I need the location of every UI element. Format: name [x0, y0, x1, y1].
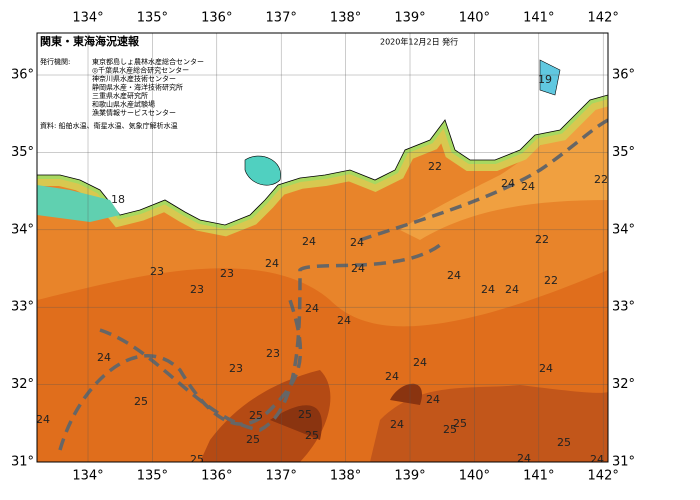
cool-zone — [400, 85, 608, 240]
lon-label: 138° — [330, 469, 361, 484]
lon-label: 142° — [588, 469, 619, 484]
temperature-label: 24 — [302, 235, 316, 248]
temperature-label: 24 — [97, 351, 111, 364]
temperature-label: 24 — [517, 452, 531, 465]
lat-label: 34° — [11, 222, 34, 237]
lat-label: 32° — [11, 377, 34, 392]
temperature-label: 23 — [266, 347, 280, 360]
publisher: 静岡県水産・海洋技術研究所 — [92, 83, 183, 92]
lon-label: 141° — [523, 469, 554, 484]
bay — [539, 59, 561, 96]
temperature-labels: 19 18 22 24 24 22 24 24 22 24 24 24 22 23 23 24 24 23 24 24… — [36, 73, 608, 466]
lon-label: 135° — [137, 469, 168, 484]
temperature-label: 24 — [265, 257, 279, 270]
lon-label: 134° — [72, 469, 103, 484]
temperature-label: 24 — [501, 177, 515, 190]
warm-core — [270, 383, 423, 440]
temperature-label: 24 — [390, 418, 404, 431]
temperature-label: 23 — [220, 267, 234, 280]
temperature-label: 25 — [305, 429, 319, 442]
temperature-label: 24 — [426, 393, 440, 406]
temperature-label: 24 — [539, 362, 553, 375]
publishers: 発行機関: 東京都島しょ農林水産総合センター◎千葉県水産総合研究センター神奈川県水… — [40, 57, 204, 117]
warm-core — [370, 385, 608, 462]
frame — [36, 32, 609, 463]
temperature-label: 24 — [36, 413, 50, 426]
temperature-label: 24 — [505, 283, 519, 296]
publisher: 三重県水産研究所 — [92, 91, 148, 100]
lat-label: 36° — [11, 68, 34, 83]
lon-label: 136° — [201, 11, 232, 26]
current-axis — [58, 118, 608, 451]
temperature-label: 23 — [190, 283, 204, 296]
temperature-label: 24 — [351, 262, 365, 275]
warm-core — [200, 370, 331, 462]
map-body: 19 18 22 24 24 22 24 24 22 24 24 24 22 23 23 24 24 23 24 24… — [36, 33, 608, 466]
lat-label: 35° — [612, 145, 635, 160]
temperature-label: 25 — [557, 436, 571, 449]
temperature-label: 19 — [538, 73, 552, 86]
temperature-label: 24 — [413, 356, 427, 369]
lon-label: 135° — [137, 11, 168, 26]
lon-label: 139° — [394, 469, 425, 484]
temperature-label: 18 — [111, 193, 125, 206]
land — [37, 33, 608, 226]
lat-label: 35° — [11, 145, 34, 160]
temperature-label: 25 — [453, 417, 467, 430]
temperature-label: 24 — [521, 180, 535, 193]
temperature-label: 25 — [443, 423, 457, 436]
publisher: 神奈川県水産技術センター — [92, 74, 176, 83]
temperature-label: 22 — [535, 233, 549, 246]
temperature-label: 22 — [428, 160, 442, 173]
temperature-label: 22 — [544, 274, 558, 287]
temperature-label: 24 — [385, 370, 399, 383]
temperature-label: 24 — [337, 314, 351, 327]
lat-label: 33° — [11, 300, 34, 315]
lon-label: 137° — [266, 11, 297, 26]
lon-label: 141° — [523, 11, 554, 26]
temperature-label: 25 — [298, 408, 312, 421]
lon-label: 136° — [201, 469, 232, 484]
publisher-label: 発行機関: — [40, 57, 70, 66]
lon-label: 137° — [266, 469, 297, 484]
publisher: ◎千葉県水産総合研究センター — [92, 66, 189, 75]
temperature-label: 23 — [229, 362, 243, 375]
publisher: 和歌山県水産試験場 — [92, 100, 155, 109]
lat-label: 31° — [11, 455, 34, 470]
lon-label: 140° — [459, 469, 490, 484]
temperature-label: 24 — [481, 283, 495, 296]
temperature-label: 22 — [594, 173, 608, 186]
lat-label: 33° — [612, 300, 635, 315]
lat-label: 31° — [612, 455, 635, 470]
source: 資料: 船舶水温、衛星水温、気象庁解析水温 — [40, 121, 178, 130]
publisher: 東京都島しょ農林水産総合センター — [92, 57, 204, 66]
lon-label: 139° — [394, 11, 425, 26]
lon-label: 140° — [459, 11, 490, 26]
publisher: 漁業情報サービスセンター — [92, 108, 176, 117]
date: 2020年12月2日 発行 — [380, 37, 458, 47]
grid — [37, 33, 608, 462]
temperature-label: 24 — [305, 302, 319, 315]
temperature-label: 23 — [150, 265, 164, 278]
temperature-label: 24 — [350, 236, 364, 249]
temperature-label: 24 — [590, 453, 604, 466]
temperature-label: 25 — [246, 433, 260, 446]
bay — [244, 155, 281, 186]
channel — [37, 185, 120, 222]
temperature-label: 25 — [249, 409, 263, 422]
lon-label: 142° — [588, 11, 619, 26]
temperature-label: 25 — [190, 453, 204, 466]
lat-label: 32° — [612, 377, 635, 392]
lon-label: 134° — [72, 11, 103, 26]
title: 関東・東海海況速報 — [40, 34, 140, 48]
lat-label: 34° — [612, 222, 635, 237]
axes: 134° 134° 135° 135° 136° 136° 137° 137° 138° 138°… — [11, 11, 635, 484]
lat-label: 36° — [612, 68, 635, 83]
temperature-label: 25 — [134, 395, 148, 408]
lon-label: 138° — [330, 11, 361, 26]
temperature-label: 24 — [447, 269, 461, 282]
